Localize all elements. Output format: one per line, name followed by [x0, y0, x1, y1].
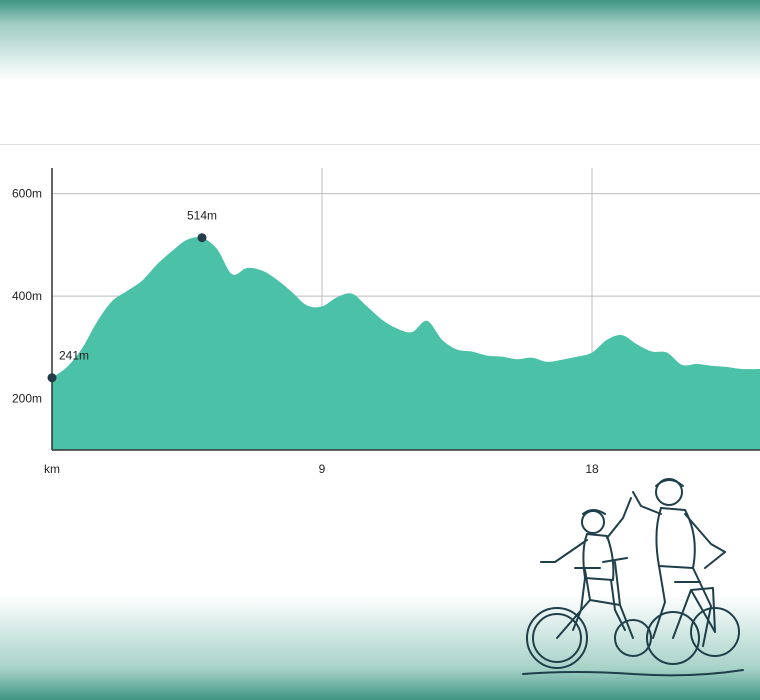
- child-arms: [540, 497, 632, 563]
- adult-bike-frame: [672, 551, 726, 639]
- elevation-marker: [47, 373, 57, 383]
- adult-bike-rear-wheel: [646, 611, 700, 665]
- child-torso: [582, 533, 615, 581]
- cyclists-illustration-icon: [522, 478, 744, 677]
- adult-helmet: [655, 479, 684, 487]
- top-gradient-banner: [0, 0, 760, 80]
- ground-line: [522, 669, 744, 677]
- adult-arms: [632, 491, 726, 553]
- elevation-marker: [197, 233, 207, 243]
- child-helmet: [582, 509, 606, 515]
- elevation-profile-chart: 200m 400m 600m km 9 18 241m 514m: [12, 168, 760, 476]
- child-bike-front-wheel: [614, 619, 652, 657]
- child-bike-rear-wheel-inner: [532, 613, 582, 663]
- elevation-area: [52, 237, 760, 450]
- child-bike-frame: [556, 557, 634, 639]
- x-tick-label: km: [44, 462, 60, 476]
- elevation-label: 514m: [187, 209, 217, 223]
- y-tick-labels: 200m 400m 600m: [12, 187, 42, 406]
- adult-legs: [652, 565, 712, 647]
- bottom-gradient-banner: [0, 595, 760, 700]
- y-tick-label: 200m: [12, 392, 42, 406]
- child-bike-rear-wheel: [526, 607, 588, 669]
- x-tick-labels: km 9 18: [44, 462, 599, 476]
- child-legs: [572, 577, 626, 631]
- elevation-annotations: 241m 514m: [47, 209, 217, 383]
- x-tick-label: 18: [585, 462, 599, 476]
- adult-torso: [655, 507, 696, 569]
- y-tick-label: 600m: [12, 187, 42, 201]
- axes: [51, 168, 760, 451]
- elevation-label: 241m: [59, 349, 89, 363]
- adult-bike-front-wheel: [690, 607, 740, 657]
- child-head: [581, 510, 605, 534]
- y-tick-label: 400m: [12, 289, 42, 303]
- x-tick-label: 9: [319, 462, 326, 476]
- header-divider: [0, 144, 760, 145]
